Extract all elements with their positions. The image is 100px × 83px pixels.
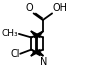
Text: OH: OH [52,3,68,13]
Text: O: O [26,3,33,13]
Text: Cl: Cl [10,49,20,59]
Text: CH₃: CH₃ [2,29,18,38]
Text: N: N [40,57,47,67]
